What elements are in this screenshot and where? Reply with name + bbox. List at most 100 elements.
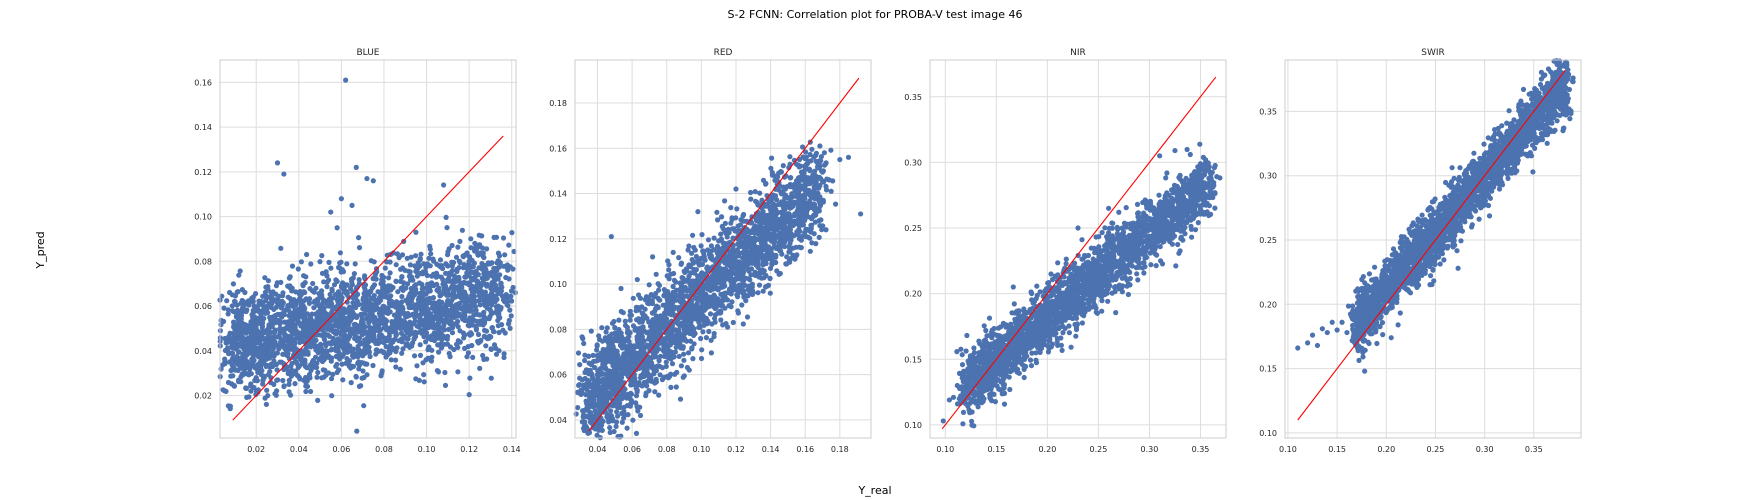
blue-point — [405, 281, 411, 287]
blue-point — [267, 368, 273, 375]
blue-point — [414, 363, 420, 369]
blue-point — [304, 378, 310, 384]
blue-point — [236, 272, 242, 278]
red-xtick-label: 0.08 — [658, 445, 676, 454]
blue-point — [248, 383, 254, 389]
red-point — [655, 363, 662, 369]
blue-point — [234, 302, 240, 308]
blue-point — [397, 366, 403, 372]
blue-point — [503, 263, 509, 269]
blue-point — [260, 293, 266, 299]
blue-point — [324, 284, 330, 290]
blue-point — [466, 308, 472, 314]
blue-point — [441, 322, 447, 328]
blue-point — [433, 313, 439, 320]
blue-point — [356, 245, 363, 251]
blue-point — [275, 311, 281, 317]
red-point — [776, 170, 782, 176]
red-point — [598, 426, 604, 432]
blue-point — [326, 370, 332, 376]
blue-ytick-label: 0.14 — [194, 123, 212, 132]
blue-point — [467, 375, 473, 381]
blue-outlier-point — [496, 258, 502, 264]
blue-point — [413, 286, 419, 292]
red-point — [585, 383, 591, 389]
blue-point — [492, 299, 498, 305]
red-point — [577, 362, 583, 368]
blue-point — [406, 293, 412, 299]
red-point — [816, 234, 822, 240]
blue-point — [284, 352, 290, 359]
red-point — [817, 143, 823, 149]
blue-point — [404, 298, 410, 304]
blue-point — [444, 309, 450, 315]
blue-point — [252, 323, 258, 330]
blue-point — [328, 265, 334, 271]
blue-point — [293, 289, 299, 295]
blue-point — [389, 298, 395, 304]
blue-point — [291, 339, 297, 345]
blue-point — [507, 264, 513, 270]
blue-point — [381, 325, 387, 331]
red-point — [591, 386, 597, 393]
blue-point — [225, 311, 231, 317]
blue-point — [444, 225, 450, 231]
blue-point — [236, 377, 242, 383]
red-point — [798, 169, 805, 175]
red-point — [689, 257, 695, 263]
red-point — [690, 356, 696, 362]
blue-point — [465, 350, 471, 356]
blue-point — [359, 316, 365, 322]
blue-point — [477, 321, 483, 327]
red-point — [708, 243, 715, 249]
blue-point — [261, 373, 267, 379]
red-point — [808, 158, 814, 164]
blue-point — [322, 367, 328, 373]
blue-point — [471, 301, 477, 307]
red-point — [769, 169, 775, 176]
red-point — [718, 317, 724, 323]
red-point — [603, 329, 609, 335]
blue-point — [242, 289, 248, 296]
red-point — [756, 282, 763, 288]
blue-point — [289, 263, 296, 269]
red-point — [767, 265, 774, 271]
red-point — [677, 396, 684, 402]
blue-point — [477, 302, 483, 308]
blue-point — [497, 272, 503, 278]
red-ytick-label: 0.14 — [549, 190, 567, 199]
blue-point — [387, 259, 393, 265]
blue-point — [345, 322, 351, 328]
blue-outlier-point — [370, 178, 376, 184]
red-point — [755, 290, 761, 296]
blue-point — [462, 252, 468, 258]
blue-point — [221, 318, 227, 324]
red-point — [646, 301, 652, 307]
red-point — [726, 253, 732, 259]
blue-point — [373, 276, 379, 282]
red-point — [573, 411, 579, 417]
blue-point — [417, 342, 423, 348]
blue-point — [358, 352, 364, 358]
blue-point — [222, 356, 228, 362]
red-point — [678, 260, 685, 266]
blue-point — [264, 305, 270, 311]
red-point — [676, 255, 682, 261]
red-point — [734, 206, 740, 212]
blue-point — [400, 265, 406, 271]
blue-ytick-label: 0.04 — [194, 347, 212, 356]
blue-point — [306, 298, 312, 304]
blue-point — [328, 358, 334, 364]
blue-outlier-point — [349, 202, 355, 208]
red-point — [624, 425, 630, 431]
red-point — [699, 347, 705, 353]
red-point — [663, 363, 669, 369]
blue-point — [308, 261, 314, 267]
blue-point — [391, 327, 397, 333]
blue-point — [354, 323, 360, 329]
red-point — [708, 255, 714, 262]
blue-point — [446, 350, 452, 357]
blue-point — [500, 235, 507, 241]
blue-point — [286, 377, 292, 383]
blue-point — [364, 304, 370, 310]
